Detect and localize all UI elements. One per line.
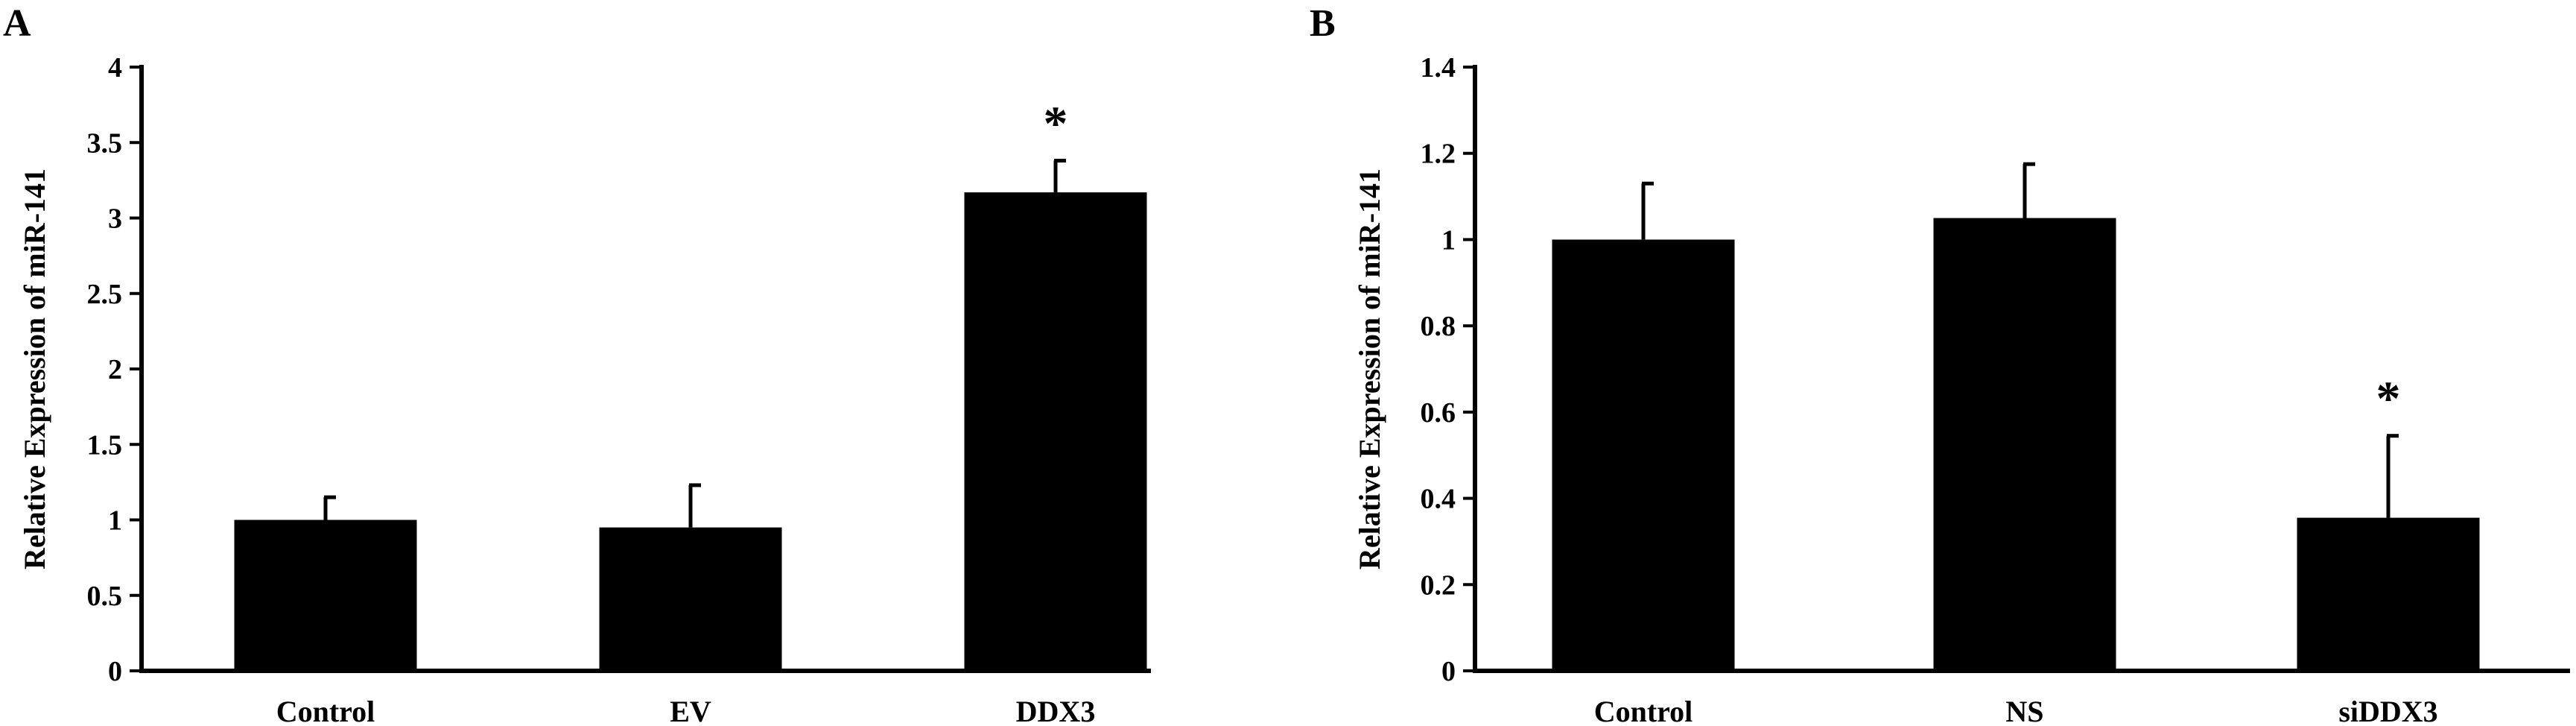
panel-letter: B bbox=[1310, 2, 1336, 45]
y-tick-label: 0.5 bbox=[87, 581, 123, 612]
x-category-label: siDDX3 bbox=[2338, 695, 2437, 726]
x-category-label: EV bbox=[670, 695, 711, 726]
y-tick-label: 0.2 bbox=[1421, 569, 1456, 601]
y-tick-label: 0.6 bbox=[1421, 397, 1456, 429]
y-tick-label: 1.2 bbox=[1421, 139, 1456, 170]
y-axis-label: Relative Expression of miR-141 bbox=[1353, 168, 1386, 569]
y-axis-label: Relative Expression of miR-141 bbox=[18, 168, 51, 569]
y-tick-label: 2 bbox=[108, 354, 122, 385]
bar bbox=[964, 192, 1147, 671]
bar bbox=[1552, 239, 1735, 671]
bar bbox=[1933, 218, 2116, 671]
significance-marker: * bbox=[2376, 372, 2401, 426]
y-tick-label: 3 bbox=[108, 203, 122, 235]
y-tick-label: 2.5 bbox=[87, 279, 123, 310]
x-category-label: NS bbox=[2005, 695, 2043, 726]
panel-a: A Relative Expression of miR-141 0 0.5 1 1.5 2… bbox=[3, 2, 1151, 726]
y-tick-label: 0.8 bbox=[1421, 311, 1456, 342]
y-tick-label: 0 bbox=[1441, 656, 1456, 687]
y-tick-label: 0 bbox=[108, 656, 122, 687]
y-tick-label: 1.4 bbox=[1421, 52, 1456, 83]
y-tick-label: 1.5 bbox=[87, 429, 123, 461]
bar bbox=[599, 527, 782, 671]
y-tick-label: 4 bbox=[108, 52, 122, 83]
significance-marker: * bbox=[1044, 97, 1068, 151]
panel-b: B Relative Expression of miR-141 0 0.2 0.4 0.… bbox=[1310, 2, 2570, 726]
y-tick-label: 0.4 bbox=[1421, 484, 1456, 515]
y-tick-label: 1 bbox=[108, 505, 122, 537]
y-tick-label: 3.5 bbox=[87, 127, 123, 159]
bar bbox=[234, 520, 417, 671]
bar bbox=[2297, 517, 2480, 671]
y-tick-label: 1 bbox=[1441, 224, 1456, 256]
x-category-label: Control bbox=[1594, 695, 1693, 726]
x-category-label: Control bbox=[276, 695, 375, 726]
x-category-label: DDX3 bbox=[1016, 695, 1096, 726]
panel-letter: A bbox=[3, 2, 31, 45]
